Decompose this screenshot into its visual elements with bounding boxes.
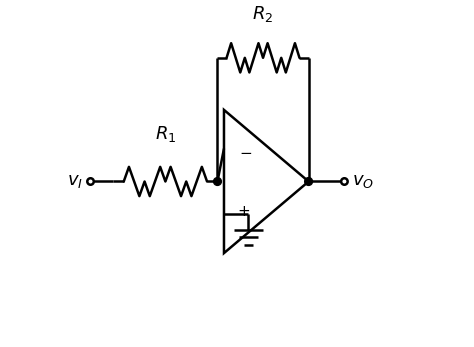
Text: $-$: $-$ — [238, 144, 252, 159]
Text: $R_1$: $R_1$ — [155, 124, 176, 144]
Text: $v_I$: $v_I$ — [67, 172, 83, 191]
Circle shape — [87, 178, 94, 185]
Circle shape — [214, 178, 221, 185]
Text: $R_2$: $R_2$ — [253, 4, 273, 24]
Text: $v_O$: $v_O$ — [352, 172, 374, 191]
Text: $+$: $+$ — [237, 204, 250, 219]
Circle shape — [305, 178, 312, 185]
Circle shape — [341, 178, 347, 185]
